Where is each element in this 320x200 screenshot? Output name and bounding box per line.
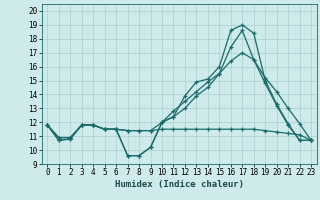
X-axis label: Humidex (Indice chaleur): Humidex (Indice chaleur) <box>115 180 244 189</box>
